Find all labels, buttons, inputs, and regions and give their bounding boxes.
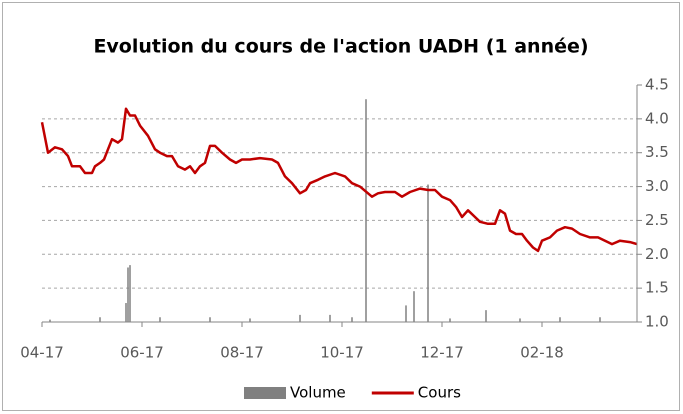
legend-label: Cours [418, 384, 461, 402]
legend-label: Volume [290, 384, 346, 402]
volume-bar [427, 184, 429, 322]
volume-bar [329, 314, 331, 322]
volume-bar [159, 317, 161, 322]
volume-bar [49, 319, 51, 322]
x-tick-label: 08-17 [220, 344, 264, 362]
x-tick-label: 12-17 [420, 344, 464, 362]
y-tick-label: 2.5 [645, 211, 669, 229]
volume-bar [299, 314, 301, 322]
y-tick-label: 4.5 [645, 76, 669, 94]
volume-bar [129, 265, 131, 322]
y-tick-label: 3.5 [645, 143, 669, 161]
chart-title: Evolution du cours de l'action UADH (1 a… [93, 36, 588, 58]
x-tick-label: 02-18 [520, 344, 564, 362]
volume-bar [125, 303, 127, 322]
y-tick-label: 2.0 [645, 245, 669, 263]
x-tick-label: 10-17 [320, 344, 364, 362]
volume-bar [449, 318, 451, 322]
volume-bar [405, 305, 407, 322]
legend-swatch [244, 387, 286, 399]
y-tick-label: 1.5 [645, 279, 669, 297]
volume-bar [209, 317, 211, 322]
y-tick-label: 1.0 [645, 313, 669, 331]
x-tick-label: 04-17 [20, 344, 64, 362]
volume-bar [559, 317, 561, 322]
volume-bar [249, 318, 251, 322]
volume-bar [519, 318, 521, 322]
volume-bar [485, 310, 487, 322]
volume-bar [413, 291, 415, 322]
volume-bar [365, 99, 367, 322]
y-tick-label: 3.0 [645, 177, 669, 195]
y-tick-label: 4.0 [645, 109, 669, 127]
x-tick-label: 06-17 [120, 344, 164, 362]
volume-bar [127, 267, 129, 322]
volume-bar [99, 317, 101, 322]
volume-bar [599, 317, 601, 322]
price-line [40, 107, 638, 253]
volume-bar [351, 317, 353, 322]
